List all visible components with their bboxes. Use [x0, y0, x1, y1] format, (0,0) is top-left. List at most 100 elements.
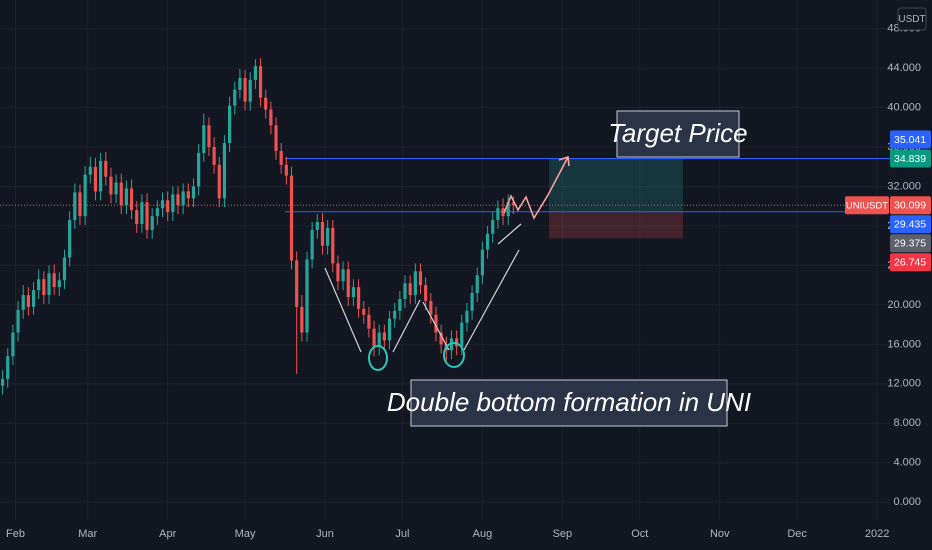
candle-body [155, 208, 159, 217]
candle-body [248, 79, 252, 102]
grid [0, 0, 890, 520]
note-box [616, 110, 740, 158]
candle-body [135, 210, 139, 224]
candle-body [99, 160, 103, 192]
candle-body [140, 202, 144, 224]
note-box [410, 379, 728, 427]
loss-zone [549, 211, 683, 239]
x-tick-label: 2022 [865, 528, 889, 540]
candle-body [233, 89, 237, 106]
profit-zone [549, 158, 683, 212]
time-scale [0, 520, 890, 550]
pattern-line [392, 299, 421, 353]
bottom-circle [368, 345, 388, 371]
overlays [0, 157, 890, 239]
candle-body [264, 97, 268, 110]
candle-body [78, 192, 82, 217]
x-tick-label: Apr [159, 528, 176, 540]
symbol-badge [845, 196, 889, 215]
note-text: Target Price [608, 118, 747, 148]
x-tick-label: Aug [473, 528, 493, 540]
candle-body [186, 191, 190, 199]
candle-body [243, 77, 247, 102]
x-tick-label: Dec [787, 528, 807, 540]
candle-body [37, 279, 41, 291]
candle-body [6, 356, 10, 379]
candle-body [326, 227, 330, 246]
price-badge-label: 26.745 [894, 257, 926, 269]
candle-body [0, 378, 5, 386]
candle-body [88, 166, 92, 175]
x-tick-label: Oct [631, 528, 648, 540]
note-text: Double bottom formation in UNI [387, 387, 751, 417]
candle-body [387, 318, 392, 341]
candle-body [119, 182, 123, 206]
candle-body [408, 283, 412, 296]
y-tick-label: 0.000 [893, 496, 921, 508]
currency: USDT [898, 14, 925, 25]
x-tick-label: Jul [395, 528, 409, 540]
candle-body [68, 220, 72, 258]
symbol-label: UNIUSDT [846, 200, 888, 211]
price-badge [890, 215, 931, 234]
candle-body [289, 175, 294, 261]
candle-body [362, 308, 366, 315]
price-badge-label: 34.839 [894, 153, 926, 165]
candle-body [485, 233, 490, 250]
candle-body [57, 280, 61, 288]
candle-body [346, 269, 350, 298]
candle-body [166, 200, 170, 213]
projection-arrow [558, 155, 570, 167]
candle-body [305, 259, 309, 333]
candle-body [222, 143, 227, 199]
candle-body [274, 125, 278, 151]
candle-body [11, 332, 15, 357]
candle-body [403, 283, 407, 299]
candle-body [31, 290, 36, 307]
candle-body [83, 174, 87, 217]
candle-body [310, 229, 314, 260]
bottom-circle [443, 342, 465, 368]
y-tick-label: 32.000 [887, 180, 921, 192]
candle-body [253, 66, 257, 80]
projection-path [503, 156, 569, 220]
candle-body [227, 105, 232, 144]
y-tick-label: 16.000 [887, 338, 921, 350]
candle-body [295, 260, 299, 307]
candle-body [434, 314, 438, 333]
candle-body [377, 332, 381, 347]
candle-body [202, 125, 206, 153]
candle-body [181, 191, 185, 206]
candle-body [331, 227, 335, 264]
candles [0, 58, 515, 395]
pattern-note: Double bottom formation in UNI [387, 379, 751, 427]
price-badge-label: 29.375 [894, 238, 926, 250]
price-badge-label: 29.435 [894, 219, 926, 231]
price-badge [890, 149, 931, 168]
y-tick-label: 20.000 [887, 299, 921, 311]
candle-body [300, 306, 304, 333]
drawings [324, 155, 570, 371]
y-tick-label: 40.000 [887, 101, 921, 113]
candle-body [114, 182, 118, 195]
candle-body [73, 192, 77, 221]
candle-body [176, 194, 180, 206]
candle-body [418, 271, 423, 286]
candle-body [47, 273, 51, 296]
pattern-line [422, 301, 450, 351]
candle-body [150, 216, 154, 230]
candle-body [341, 269, 345, 282]
price-scale [890, 0, 932, 550]
candle-body [356, 287, 361, 309]
y-tick-label: 12.000 [887, 378, 921, 390]
candle-body [460, 322, 464, 347]
price-badge [890, 196, 931, 215]
candle-body [197, 152, 201, 187]
candle-body [279, 150, 283, 165]
candle-body [52, 273, 56, 288]
x-tick-label: Jun [316, 528, 334, 540]
x-tick-label: May [235, 528, 256, 540]
candle-body [336, 263, 340, 282]
